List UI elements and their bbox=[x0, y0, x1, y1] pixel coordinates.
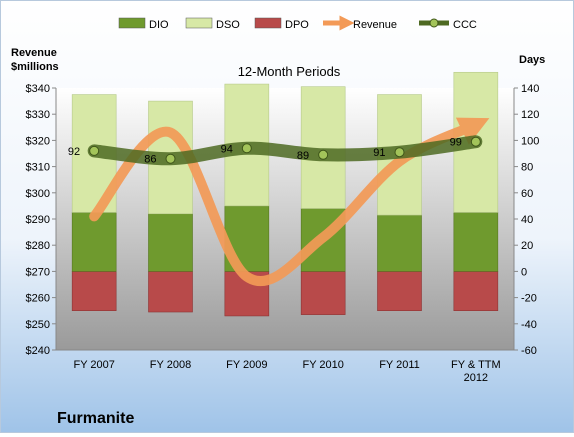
dpo-bar bbox=[300, 271, 346, 315]
revenue-line bbox=[89, 117, 490, 287]
company-name: Furmanite bbox=[57, 410, 134, 427]
ccc-point bbox=[241, 143, 252, 154]
legend-marker-ccc bbox=[429, 18, 439, 28]
ccc-point bbox=[394, 147, 405, 158]
dio-bar bbox=[148, 213, 193, 272]
left-tick-label: $330 bbox=[26, 109, 50, 121]
left-tick-label: $340 bbox=[26, 83, 50, 95]
left-tick-label: $290 bbox=[26, 214, 50, 226]
ccc-point bbox=[470, 136, 481, 147]
x-tick-label: FY 2007 bbox=[73, 359, 114, 371]
legend-swatch-dso bbox=[185, 17, 213, 29]
ccc-point bbox=[318, 149, 329, 160]
ccc-data-label: 94 bbox=[221, 143, 233, 155]
left-tick-label: $320 bbox=[26, 135, 50, 147]
dio-bar bbox=[453, 212, 499, 272]
ccc-data-label: 99 bbox=[450, 137, 462, 149]
axes-layer: $240 $250 $260 $270 $280 $290 $300 $310 $320 $330… bbox=[26, 83, 540, 384]
x-tick-label: 2012 bbox=[464, 372, 488, 384]
x-tick-label: FY 2009 bbox=[226, 359, 267, 371]
dio-bar bbox=[71, 212, 117, 272]
x-tick-label: FY 2011 bbox=[379, 359, 420, 371]
legend-label-dso: DSO bbox=[216, 19, 240, 31]
left-tick-label: $270 bbox=[26, 266, 50, 278]
left-axis-label-line1: Revenue bbox=[11, 47, 57, 59]
left-tick-label: $260 bbox=[26, 293, 50, 305]
lines-layer: 92 86 94 89 91 99 bbox=[68, 117, 490, 287]
right-tick-label: 140 bbox=[521, 83, 539, 95]
plot-area bbox=[56, 88, 514, 350]
left-tick-label: $250 bbox=[26, 319, 50, 331]
ccc-point bbox=[89, 145, 100, 156]
right-tick-label: -20 bbox=[521, 293, 537, 305]
legend-label-revenue: Revenue bbox=[353, 19, 397, 31]
x-tick-label: FY & TTM bbox=[451, 359, 501, 371]
left-tick-label: $280 bbox=[26, 240, 50, 252]
dpo-bar bbox=[377, 271, 422, 311]
dio-bar bbox=[377, 214, 422, 272]
legend-swatch-dio bbox=[118, 17, 146, 29]
legend-label-dpo: DPO bbox=[285, 19, 309, 31]
left-axis-label-line2: $millions bbox=[11, 61, 59, 73]
left-tick-label: $310 bbox=[26, 162, 50, 174]
dpo-bar bbox=[71, 271, 117, 311]
legend-label-ccc: CCC bbox=[453, 19, 477, 31]
right-axis-label: Days bbox=[519, 54, 545, 66]
x-tick-label: FY 2010 bbox=[302, 359, 343, 371]
right-tick-label: 40 bbox=[521, 214, 533, 226]
right-tick-label: -60 bbox=[521, 345, 537, 357]
right-tick-label: 0 bbox=[521, 266, 527, 278]
left-tick-label: $240 bbox=[26, 345, 50, 357]
right-tick-label: 120 bbox=[521, 109, 539, 121]
chart-title: 12-Month Periods bbox=[238, 64, 341, 79]
dpo-bar bbox=[148, 271, 193, 313]
ccc-data-label: 89 bbox=[297, 150, 309, 162]
x-tick-label: FY 2008 bbox=[150, 359, 191, 371]
ccc-data-label: 92 bbox=[68, 146, 80, 158]
dpo-bar bbox=[453, 271, 499, 311]
legend-swatch-dpo bbox=[254, 17, 282, 29]
right-tick-label: 80 bbox=[521, 162, 533, 174]
right-tick-label: 20 bbox=[521, 240, 533, 252]
legend-label-dio: DIO bbox=[149, 19, 169, 31]
left-tick-label: $300 bbox=[26, 188, 50, 200]
legend: DIO DSO DPO Revenue CCC bbox=[118, 15, 477, 31]
right-tick-label: 60 bbox=[521, 188, 533, 200]
ccc-line bbox=[87, 135, 483, 166]
ccc-data-label: 86 bbox=[144, 154, 156, 166]
ccc-data-label: 91 bbox=[373, 147, 385, 159]
right-tick-label: -40 bbox=[521, 319, 537, 331]
ccc-point bbox=[165, 153, 176, 164]
right-tick-label: 100 bbox=[521, 135, 539, 147]
